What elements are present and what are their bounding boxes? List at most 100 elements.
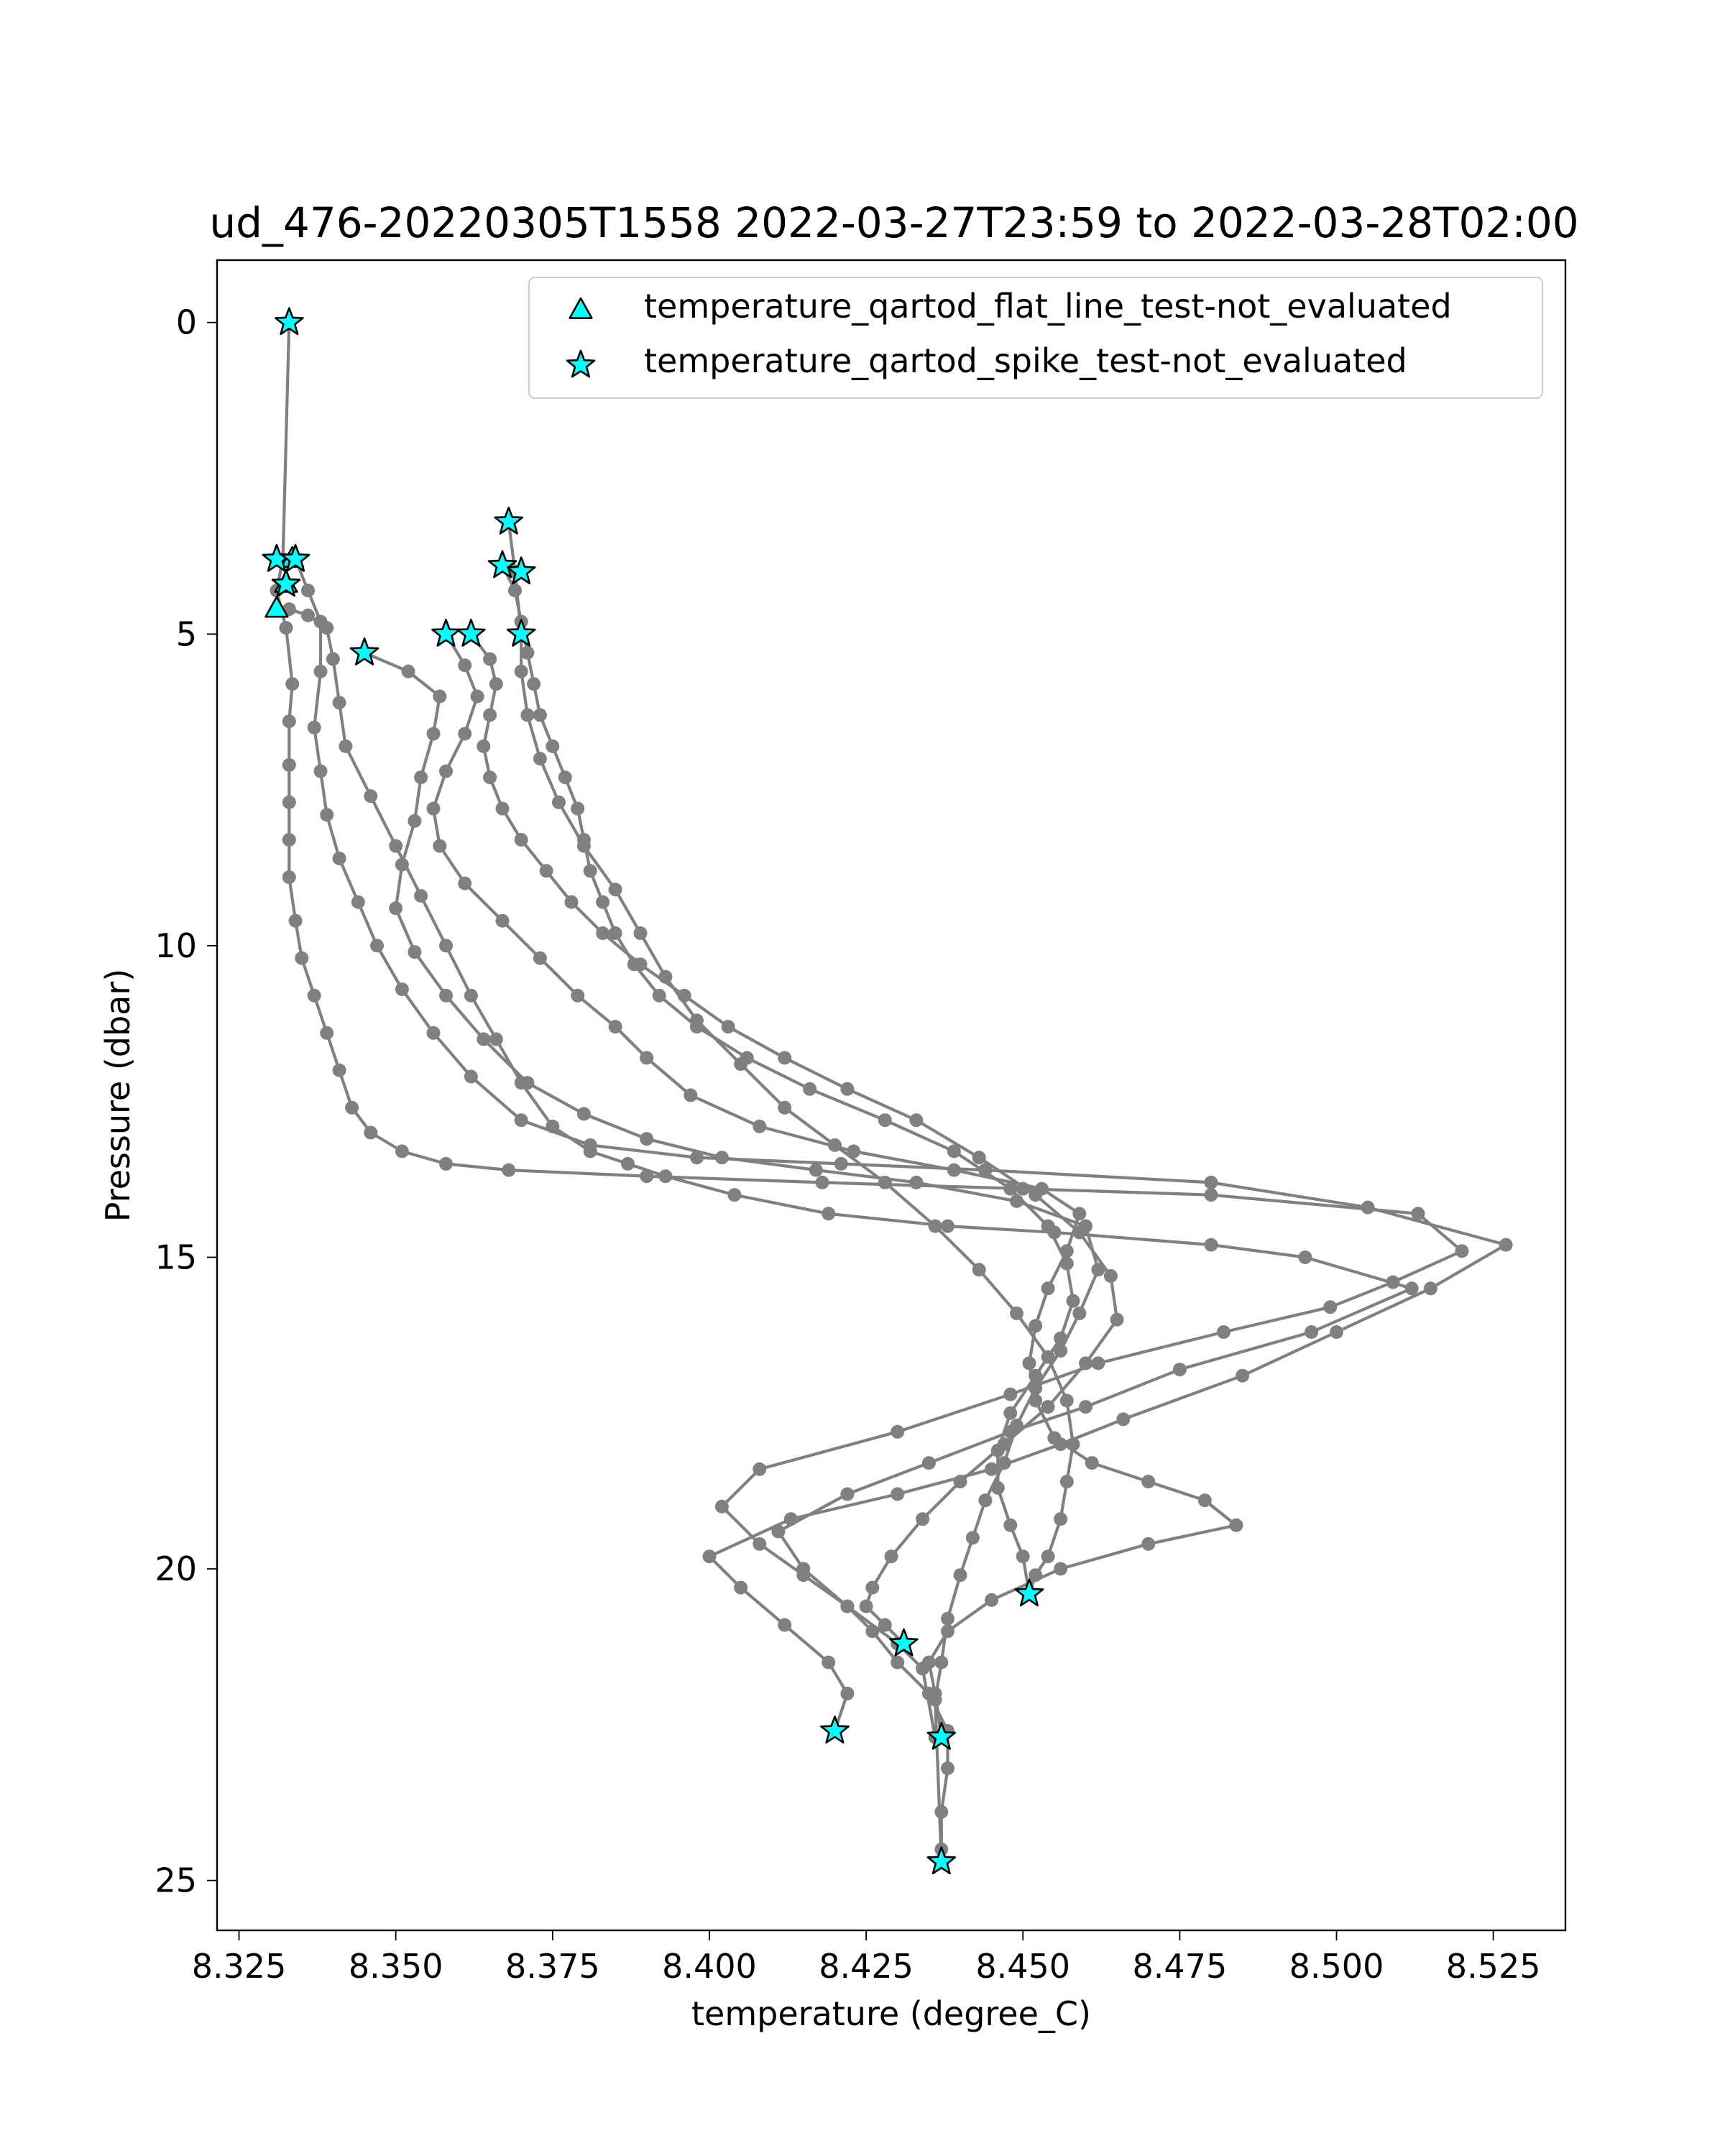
profile-point xyxy=(520,645,535,660)
profile-point xyxy=(778,1100,792,1115)
profile-point xyxy=(916,1512,930,1526)
profile-point xyxy=(464,988,478,1003)
profile-point xyxy=(282,833,296,847)
profile-point xyxy=(539,864,553,878)
profile-point xyxy=(840,1082,855,1096)
profile-point xyxy=(909,1113,924,1128)
profile-point xyxy=(1411,1207,1425,1221)
x-tick-label: 8.350 xyxy=(349,1947,443,1986)
profile-point xyxy=(684,1088,698,1102)
profile-point xyxy=(1204,1238,1218,1252)
profile-point xyxy=(571,801,585,816)
profile-point xyxy=(1229,1518,1243,1532)
profile-point xyxy=(985,1593,999,1607)
profile-point xyxy=(583,1144,597,1158)
profile-point xyxy=(941,1624,954,1639)
profile-point xyxy=(1003,1181,1018,1196)
profile-point xyxy=(1041,1350,1055,1364)
profile-point xyxy=(502,1163,516,1177)
y-axis-ticks: 0 5 10 15 20 25 xyxy=(155,303,217,1900)
profile-point xyxy=(1016,1549,1030,1564)
spike-flag-marker xyxy=(889,1628,919,1657)
profile-point xyxy=(307,720,321,734)
profile-point xyxy=(734,1057,748,1072)
profile-point xyxy=(564,895,579,909)
profile-point xyxy=(1059,1393,1074,1408)
profile-point xyxy=(778,1051,792,1065)
profile-point xyxy=(1041,1400,1055,1414)
legend-box xyxy=(528,277,1543,399)
profile-point xyxy=(520,1076,535,1090)
x-tick-label: 8.375 xyxy=(505,1947,600,1986)
profile-point xyxy=(288,913,303,928)
profile-point xyxy=(834,1156,848,1171)
profile-point xyxy=(953,1475,967,1489)
profile-point xyxy=(546,739,560,753)
spike-flag-marker xyxy=(271,568,301,597)
spike-flag-marker xyxy=(820,1715,850,1743)
profile-point xyxy=(514,664,528,678)
spike-flag-marker xyxy=(349,637,380,665)
spike-flag-marker xyxy=(456,619,486,647)
profile-point xyxy=(1079,1400,1092,1414)
profile-point xyxy=(840,1599,855,1613)
profile-point xyxy=(891,1487,905,1501)
profile-point xyxy=(1204,1175,1218,1189)
x-tick-label: 8.450 xyxy=(975,1947,1070,1986)
profile-point xyxy=(640,1132,654,1146)
profile-point xyxy=(282,757,296,772)
profile-point xyxy=(1110,1312,1124,1327)
profile-point xyxy=(771,1524,786,1539)
profile-point xyxy=(891,1655,905,1669)
profile-point xyxy=(627,957,641,972)
profile-point xyxy=(934,1655,949,1669)
profile-point xyxy=(702,1549,717,1564)
profile-point xyxy=(640,1051,654,1065)
profile-point xyxy=(621,1156,635,1171)
profile-point xyxy=(414,889,428,903)
profile-point xyxy=(978,1493,993,1508)
profile-point xyxy=(520,708,535,722)
profile-point xyxy=(282,795,296,809)
profile-point xyxy=(320,1026,334,1040)
x-tick-label: 8.425 xyxy=(819,1947,914,1986)
profile-point xyxy=(1054,1562,1068,1576)
profile-point xyxy=(947,1144,961,1158)
profile-point xyxy=(546,1119,560,1133)
profile-point xyxy=(1029,1188,1043,1202)
profile-point xyxy=(426,727,441,741)
profile-point xyxy=(608,1020,622,1034)
spike-flag-marker xyxy=(487,550,518,579)
spike-flag-marker xyxy=(1014,1578,1044,1607)
profile-point xyxy=(320,808,334,822)
y-tick-label: 20 xyxy=(155,1549,197,1588)
profile-point xyxy=(1072,1225,1087,1240)
y-tick-label: 10 xyxy=(155,926,197,965)
profile-point xyxy=(1054,1344,1068,1358)
profile-point xyxy=(859,1599,873,1613)
profile-point xyxy=(426,801,441,816)
profile-point xyxy=(1029,1568,1043,1583)
profile-point xyxy=(1298,1250,1312,1264)
profile-point xyxy=(884,1549,898,1564)
profile-point xyxy=(571,988,585,1003)
spike-flag-marker xyxy=(506,619,536,647)
profile-point xyxy=(458,727,472,741)
profile-point xyxy=(596,926,610,940)
profile-point xyxy=(426,1026,441,1040)
profile-point xyxy=(608,926,622,940)
profile-point xyxy=(477,1032,491,1046)
x-tick-label: 8.475 xyxy=(1133,1947,1228,1986)
profile-point xyxy=(608,883,622,897)
profile-point xyxy=(878,1175,892,1189)
profile-point xyxy=(1010,1307,1024,1320)
profile-point xyxy=(1022,1356,1036,1370)
profile-point xyxy=(1141,1537,1156,1551)
profile-point xyxy=(1204,1188,1218,1202)
profile-point xyxy=(997,1456,1011,1470)
x-tick-label: 8.525 xyxy=(1446,1947,1541,1986)
profile-point xyxy=(301,584,315,598)
profile-point xyxy=(458,876,472,890)
profile-point xyxy=(1091,1263,1105,1277)
profile-point xyxy=(408,814,422,828)
